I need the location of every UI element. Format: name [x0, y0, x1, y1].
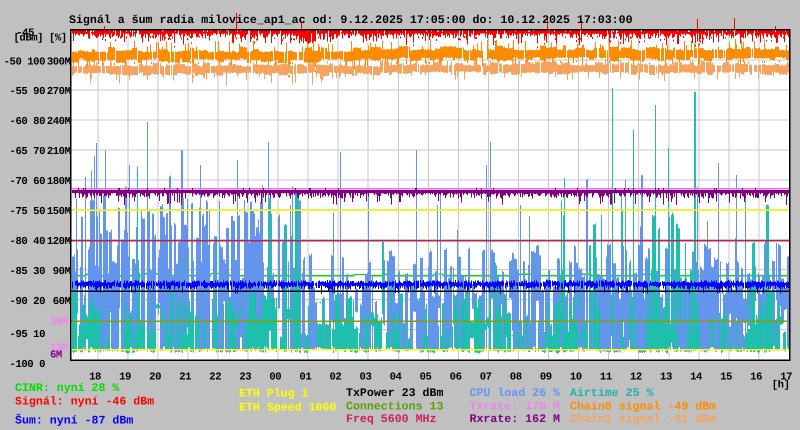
svg-text:90M: 90M	[53, 266, 71, 278]
svg-text:13: 13	[660, 371, 672, 383]
svg-text:16: 16	[750, 371, 762, 383]
svg-text:18: 18	[89, 371, 101, 383]
svg-text:11: 11	[600, 371, 612, 383]
svg-text:-65 70: -65 70	[10, 146, 46, 158]
svg-text:CPU load 26 %: CPU load 26 %	[470, 387, 560, 400]
svg-text:ETH Speed 1000: ETH Speed 1000	[239, 402, 336, 415]
svg-text:CINR: nyní 28 %: CINR: nyní 28 %	[15, 382, 119, 395]
svg-text:05: 05	[420, 371, 432, 383]
svg-text:-60 80: -60 80	[10, 116, 46, 128]
svg-text:Txrate: 170 M: Txrate: 170 M	[470, 400, 560, 413]
svg-text:17: 17	[780, 371, 792, 383]
svg-text:22: 22	[209, 371, 221, 383]
svg-text:Connections 13: Connections 13	[346, 400, 443, 413]
svg-text:Rxrate: 162 M: Rxrate: 162 M	[470, 413, 560, 426]
svg-text:01: 01	[299, 371, 311, 383]
svg-text:-45: -45	[16, 27, 34, 39]
svg-text:-95 10: -95 10	[10, 329, 46, 341]
svg-text:21: 21	[179, 371, 191, 383]
svg-text:-70 60: -70 60	[10, 176, 46, 188]
svg-text:19: 19	[119, 371, 131, 383]
svg-text:300M: 300M	[47, 56, 71, 68]
svg-text:Airtime 25 %: Airtime 25 %	[570, 387, 654, 400]
svg-text:-80 40: -80 40	[10, 236, 46, 248]
svg-text:Chain1 signal -51 dBm: Chain1 signal -51 dBm	[570, 413, 716, 426]
svg-text:15: 15	[720, 371, 732, 383]
svg-text:Freq 5600 MHz: Freq 5600 MHz	[346, 413, 436, 426]
svg-text:TxPower 23 dBm: TxPower 23 dBm	[346, 387, 443, 400]
svg-text:-75 50: -75 50	[10, 206, 46, 218]
svg-text:12: 12	[630, 371, 642, 383]
svg-text:180M: 180M	[47, 176, 71, 188]
svg-text:120M: 120M	[47, 236, 71, 248]
svg-text:240M: 240M	[47, 116, 71, 128]
svg-text:13M: 13M	[50, 343, 68, 355]
svg-text:150M: 150M	[47, 206, 71, 218]
svg-text:Chain0 signal -49 dBm: Chain0 signal -49 dBm	[570, 400, 716, 413]
svg-text:39M: 39M	[50, 317, 68, 329]
svg-text:20: 20	[149, 371, 161, 383]
svg-text:[h]: [h]	[772, 379, 790, 391]
svg-text:03: 03	[360, 371, 372, 383]
svg-text:-90 20: -90 20	[10, 296, 46, 308]
svg-text:-100 0: -100 0	[10, 359, 46, 371]
svg-text:ETH Plug 1: ETH Plug 1	[239, 388, 309, 401]
svg-text:06: 06	[450, 371, 462, 383]
svg-text:Signál a šum radia milovice_ap: Signál a šum radia milovice_ap1_ac od: 9…	[69, 14, 633, 27]
svg-text:270M: 270M	[47, 86, 71, 98]
svg-text:Šum: nyní -87 dBm: Šum: nyní -87 dBm	[15, 413, 133, 427]
svg-text:07: 07	[480, 371, 492, 383]
svg-text:23: 23	[239, 371, 251, 383]
svg-text:-85 30: -85 30	[10, 266, 46, 278]
svg-text:02: 02	[329, 371, 341, 383]
svg-text:10: 10	[570, 371, 582, 383]
svg-text:210M: 210M	[47, 146, 71, 158]
svg-text:[dBm] [%]: [dBm] [%]	[14, 32, 67, 44]
svg-text:00: 00	[269, 371, 281, 383]
svg-text:-50 100: -50 100	[4, 56, 45, 68]
svg-text:-55 90: -55 90	[10, 86, 46, 98]
svg-text:Signál: nyní -46 dBm: Signál: nyní -46 dBm	[15, 396, 154, 409]
svg-text:6M: 6M	[50, 350, 62, 362]
svg-text:04: 04	[390, 371, 403, 383]
svg-text:08: 08	[510, 371, 522, 383]
svg-text:60M: 60M	[53, 296, 71, 308]
svg-text:14: 14	[690, 371, 703, 383]
svg-text:09: 09	[540, 371, 552, 383]
